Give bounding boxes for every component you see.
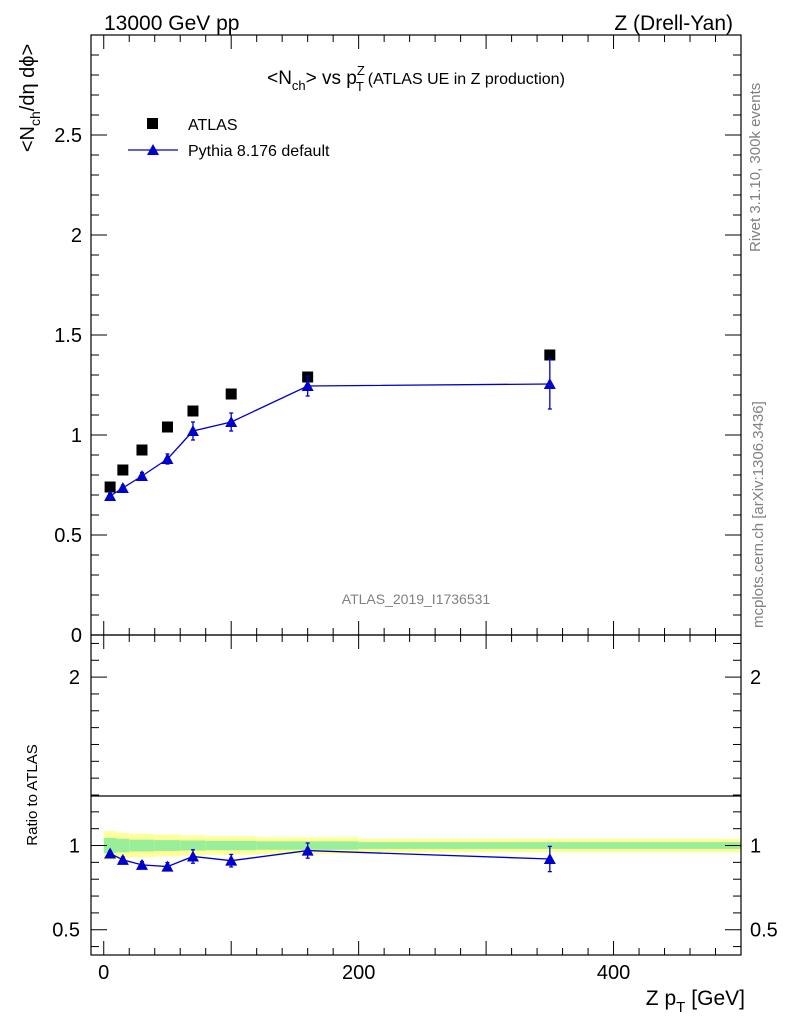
main-y-tick-label: 2: [71, 225, 82, 247]
title-n: <N: [267, 68, 292, 89]
process-label: Z (Drell-Yan): [614, 12, 733, 35]
main-panel: 00.511.522.5 <Nch> vs pZ T (ATLAS UE in Z …: [17, 34, 742, 647]
atlas-point: [117, 464, 129, 476]
ratio-band-green: [154, 840, 181, 851]
ylabel-b: /dη dϕ>: [17, 44, 39, 111]
ratio-point: [301, 844, 314, 856]
x-tick-label: 200: [342, 962, 375, 984]
ratio-data: [104, 842, 556, 873]
ratio-x-tick-labels: 0 200 400: [98, 962, 630, 984]
pythia-line: [109, 383, 550, 497]
ratio-y-tick-label-left: 2: [69, 667, 80, 689]
ratio-y-tick-label-left: 1: [69, 836, 80, 858]
atlas-point: [161, 421, 173, 433]
ratio-point: [543, 853, 556, 864]
main-y-tick-label: 0.5: [54, 525, 82, 547]
main-y-tick-label: 0: [71, 625, 82, 647]
atlas-point: [225, 388, 237, 400]
pythia-point: [225, 416, 238, 427]
ratio-ticks: [91, 635, 742, 955]
legend-pythia-marker: [147, 144, 159, 155]
ratio-band-green: [116, 838, 130, 853]
analysis-id: ATLAS_2019_I1736531: [342, 591, 491, 607]
pythia-point: [186, 425, 199, 436]
pythia-point: [116, 482, 129, 493]
title-ch: ch: [292, 78, 306, 93]
ratio-y-axis-label: Ratio to ATLAS: [24, 744, 41, 845]
atlas-point: [136, 444, 148, 456]
ylabel-sub: ch: [27, 111, 43, 126]
pythia-point: [543, 378, 556, 389]
atlas-point: [544, 349, 556, 361]
ratio-band-green: [205, 840, 257, 851]
ylabel-a: <N: [17, 126, 39, 152]
ratio-band-green: [180, 840, 206, 851]
atlas-point: [187, 405, 199, 417]
x-tick-label: 0: [98, 962, 109, 984]
ratio-point: [104, 847, 117, 859]
legend-pythia-label: Pythia 8.176 default: [188, 143, 330, 160]
xlabel-t: T: [676, 999, 685, 1016]
title-gt: > vs p: [306, 68, 357, 89]
main-y-axis-label: <Nch/dη dϕ>: [17, 44, 43, 152]
main-ticks: [91, 34, 742, 636]
xlabel-unit: [GeV]: [691, 987, 745, 1010]
pythia-point: [161, 453, 174, 464]
legend-atlas-label: ATLAS: [188, 117, 238, 134]
pythia-point: [135, 470, 148, 481]
main-data: [104, 349, 556, 501]
ratio-panel: 0.5 0.5 1 1 2 2 0 200 400 Ratio to ATLAS Z pT [G…: [24, 634, 778, 1016]
title-t: T: [356, 79, 364, 94]
ratio-point: [135, 858, 148, 870]
ratio-bands: [103, 831, 741, 860]
ratio-point: [161, 860, 174, 872]
xlabel-z: Z p: [646, 987, 676, 1010]
legend: ATLAS Pythia 8.176 default: [128, 117, 330, 160]
ratio-band-green: [358, 842, 741, 849]
ratio-y-tick-label-right: 0.5: [750, 920, 778, 942]
x-tick-label: 400: [597, 962, 630, 984]
ratio-point: [225, 854, 238, 866]
rivet-label: Rivet 3.1.10, 300k events: [747, 83, 764, 252]
pythia-point: [104, 490, 117, 501]
ratio-frame: [90, 634, 742, 956]
title-rest: (ATLAS UE in Z production): [368, 71, 565, 88]
energy-label: 13000 GeV pp: [104, 12, 239, 35]
pythia-point: [301, 380, 314, 391]
ratio-point: [186, 850, 199, 862]
main-y-tick-label: 1.5: [54, 325, 82, 347]
title-z: Z: [357, 63, 365, 78]
x-axis-label: Z pT [GeV]: [646, 987, 745, 1016]
ratio-band-green: [129, 839, 155, 852]
ratio-point: [116, 853, 129, 865]
atlas-point: [104, 481, 116, 493]
main-y-tick-label: 2.5: [54, 125, 82, 147]
ratio-band-green: [103, 837, 117, 854]
mcplots-label: mcplots.cern.ch [arXiv:1306.3436]: [750, 401, 767, 628]
legend-atlas-marker: [147, 118, 158, 129]
main-y-tick-labels: 0 0.5 1 1.5 2 2.5: [54, 125, 82, 647]
chart-title: <Nch> vs pZ T (ATLAS UE in Z production): [267, 63, 565, 94]
main-y-tick-label: 1: [71, 425, 82, 447]
ratio-y-tick-labels: 0.5 0.5 1 1 2 2: [52, 667, 778, 942]
ratio-y-tick-label-left: 0.5: [52, 920, 80, 942]
ratio-y-tick-label-right: 2: [750, 667, 761, 689]
ratio-y-tick-label-right: 1: [750, 836, 761, 858]
